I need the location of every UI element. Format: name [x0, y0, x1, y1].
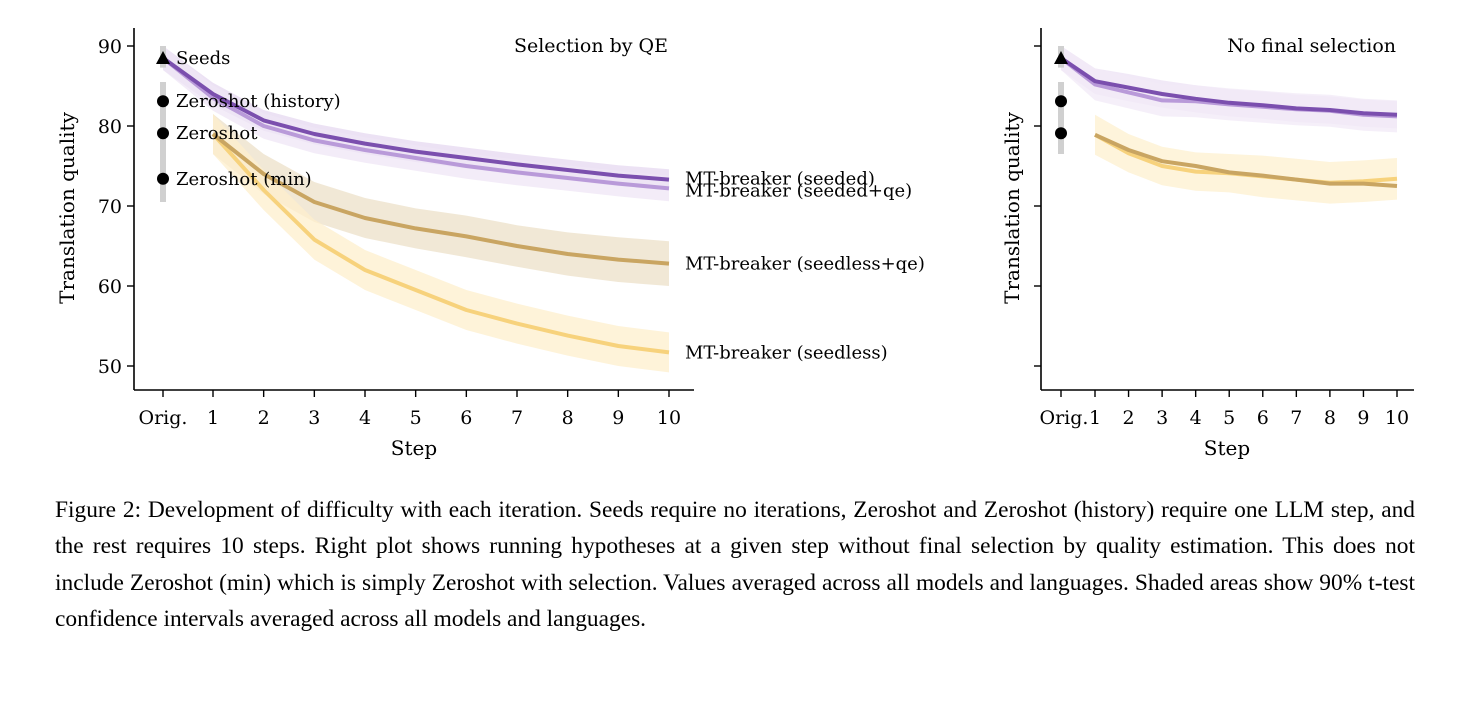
- axes: 50 60 70 80 90 Orig. 1 2 3 4 5 6 7 8 9 10: [98, 28, 694, 429]
- x-tick-label: Orig.: [1040, 407, 1089, 429]
- reference-label: Seeds: [176, 48, 230, 69]
- panel-title: Selection by QE: [514, 35, 668, 57]
- x-tick-label: 10: [657, 407, 681, 429]
- triangle-marker: [156, 51, 170, 64]
- reference-label: Zeroshot: [176, 123, 258, 144]
- reference-markers: [1054, 51, 1068, 140]
- x-axis-label: Step: [1204, 436, 1250, 460]
- series-line: [161, 56, 670, 182]
- right-panel: Orig. 1 2 3 4 5 6 7 8 9 10 No final selection Step…: [1000, 28, 1414, 460]
- x-tick-label: 7: [1290, 407, 1302, 429]
- panel-title: No final selection: [1227, 35, 1396, 57]
- x-tick-label: 1: [207, 407, 219, 429]
- x-axis-label: Step: [391, 436, 437, 460]
- confidence-band: [213, 114, 669, 286]
- series-lines: [1059, 56, 1398, 188]
- y-tick-label: 60: [98, 276, 122, 298]
- circle-marker: [157, 127, 169, 140]
- circle-marker: [157, 95, 169, 108]
- series-lines: [161, 56, 670, 355]
- y-tick-label: 90: [98, 36, 122, 58]
- triangle-marker: [1054, 51, 1068, 64]
- x-tick-label: 3: [308, 407, 320, 429]
- y-axis-label: Translation quality: [55, 111, 79, 303]
- reference-markers: [156, 51, 170, 185]
- y-tick-label: 70: [98, 196, 122, 218]
- x-tick-label: 8: [562, 407, 574, 429]
- x-tick-label: 10: [1385, 407, 1409, 429]
- series-end-label: MT-breaker (seedless+qe): [685, 254, 925, 275]
- series-end-label: MT-breaker (seedless): [685, 342, 888, 363]
- circle-marker: [1055, 127, 1067, 140]
- x-tick-label: 8: [1324, 407, 1336, 429]
- axes: Orig. 1 2 3 4 5 6 7 8 9 10: [1034, 28, 1414, 429]
- x-tick-label: 7: [511, 407, 523, 429]
- figure-caption: Figure 2: Development of difficulty with…: [55, 497, 1415, 632]
- reference-label: Zeroshot (min): [176, 169, 312, 190]
- x-tick-label: 4: [359, 407, 371, 429]
- x-tick-label: 9: [612, 407, 624, 429]
- series-end-label: MT-breaker (seeded): [685, 169, 875, 190]
- x-tick-label: 5: [410, 407, 422, 429]
- x-tick-label: 2: [258, 407, 270, 429]
- y-tick-label: 50: [98, 356, 122, 378]
- left-panel: 50 60 70 80 90 Orig. 1 2 3 4 5 6 7 8 9 10 Seeds Zeroshot…: [55, 28, 925, 460]
- x-tick-label: 3: [1156, 407, 1168, 429]
- x-tick-label: 6: [460, 407, 472, 429]
- y-tick-label: 80: [98, 116, 122, 138]
- x-tick-label: 5: [1223, 407, 1235, 429]
- confidence-bands: [1061, 46, 1397, 204]
- series-line: [1059, 56, 1398, 117]
- x-tick-label: 6: [1257, 407, 1269, 429]
- reference-label: Zeroshot (history): [176, 91, 341, 112]
- confidence-band: [163, 46, 669, 202]
- series-line: [211, 132, 670, 266]
- circle-marker: [1055, 95, 1067, 108]
- series-line: [211, 132, 670, 355]
- series-end-label: MT-breaker (seeded+qe): [685, 180, 912, 201]
- x-tick-label: 9: [1357, 407, 1369, 429]
- series-line: [161, 56, 670, 191]
- series-line: [1094, 132, 1398, 188]
- x-tick-label: Orig.: [139, 407, 188, 429]
- circle-marker: [157, 172, 169, 185]
- annotations: Seeds Zeroshot (history) Zeroshot Zeroshot …: [176, 48, 925, 363]
- x-tick-label: 1: [1089, 407, 1101, 429]
- y-axis-label: Translation quality: [1000, 111, 1024, 303]
- x-tick-label: 4: [1190, 407, 1202, 429]
- x-tick-label: 2: [1123, 407, 1135, 429]
